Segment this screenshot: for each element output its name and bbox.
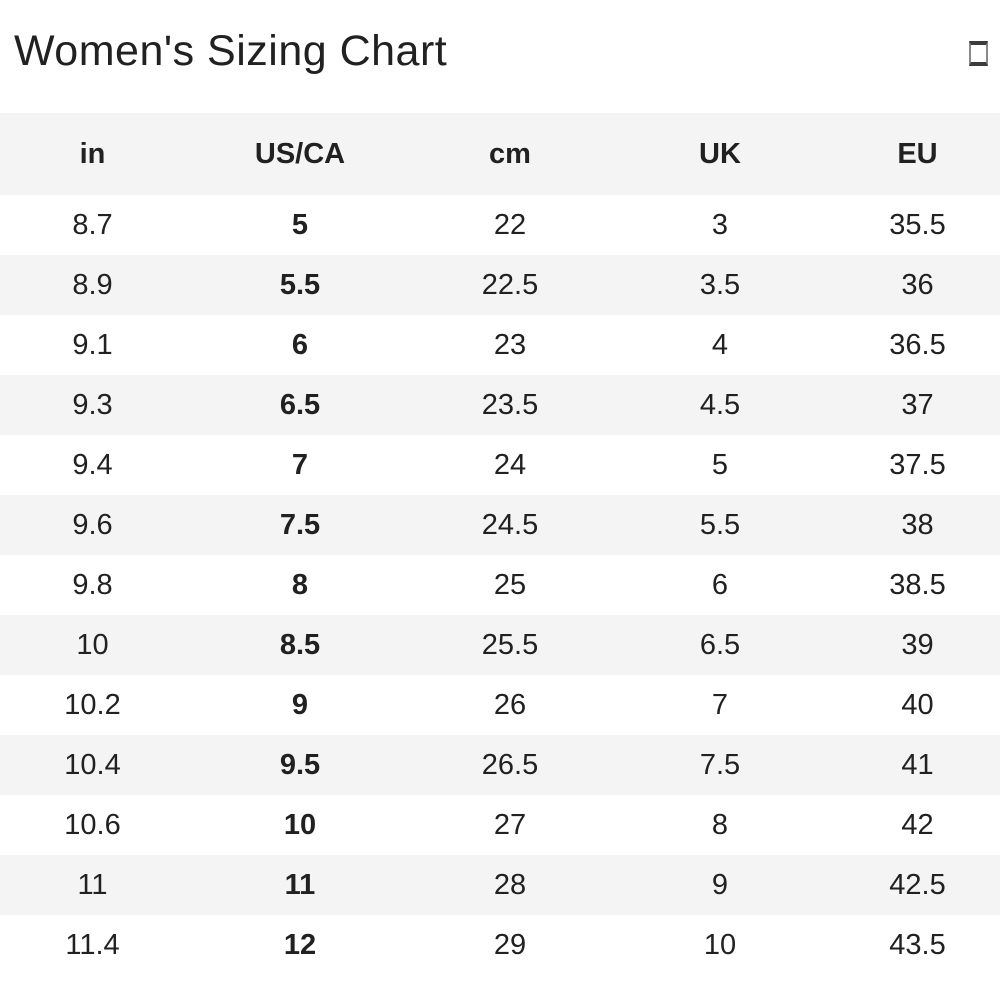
table-cell: 7 <box>291 448 309 481</box>
table-cell: 8.7 <box>72 208 113 241</box>
column-header-usca: US/CA <box>185 113 415 195</box>
title-bar: Women's Sizing Chart <box>0 0 1000 113</box>
table-row: 10.6 10 27 8 42 <box>0 795 1000 855</box>
header-row: in US/CA cm UK EU <box>0 113 1000 195</box>
table-cell: 9.3 <box>72 388 113 421</box>
table-cell: 11.4 <box>65 928 120 961</box>
table-cell: 4.5 <box>699 388 741 421</box>
table-cell: 22.5 <box>481 268 539 301</box>
table-cell: 10 <box>283 808 317 841</box>
table-cell: 9.8 <box>72 568 113 601</box>
table-cell: 10.4 <box>64 748 121 781</box>
table-row: 10.4 9.5 26.5 7.5 41 <box>0 735 1000 795</box>
table-cell: 12 <box>283 928 317 961</box>
table-cell: 25 <box>493 568 527 601</box>
table-cell: 42 <box>901 808 934 841</box>
table-cell: 7.5 <box>279 508 321 541</box>
table-cell: 27 <box>493 808 527 841</box>
table-row: 8.7 5 22 3 35.5 <box>0 195 1000 255</box>
table-cell: 5.5 <box>699 508 741 541</box>
table-row: 10.2 9 26 7 40 <box>0 675 1000 735</box>
table-cell: 36 <box>901 268 934 301</box>
table-row: 9.4 7 24 5 37.5 <box>0 435 1000 495</box>
table-cell: 40 <box>901 688 934 721</box>
table-cell: 9 <box>711 868 729 901</box>
table-cell: 39 <box>901 628 934 661</box>
table-cell: 36.5 <box>889 328 946 361</box>
table-cell: 38.5 <box>889 568 946 601</box>
table-cell: 5.5 <box>279 268 321 301</box>
column-header-eu: EU <box>835 113 1000 195</box>
table-cell: 23 <box>493 328 527 361</box>
table-cell: 28 <box>493 868 527 901</box>
column-header-uk: UK <box>605 113 835 195</box>
table-cell: 11 <box>284 868 316 901</box>
table-cell: 8.5 <box>279 628 321 661</box>
table-cell: 6.5 <box>699 628 741 661</box>
table-cell: 11 <box>77 868 108 901</box>
table-cell: 26.5 <box>481 748 539 781</box>
table-cell: 9.4 <box>72 448 113 481</box>
table-cell: 3.5 <box>699 268 741 301</box>
table-cell: 6 <box>291 328 309 361</box>
table-cell: 23.5 <box>481 388 539 421</box>
table-cell: 4 <box>711 328 729 361</box>
table-cell: 37 <box>901 388 934 421</box>
table-row: 9.8 8 25 6 38.5 <box>0 555 1000 615</box>
table-cell: 8 <box>711 808 729 841</box>
table-cell: 22 <box>493 208 527 241</box>
table-cell: 9.6 <box>72 508 113 541</box>
column-header-cm: cm <box>415 113 605 195</box>
table-cell: 10.2 <box>64 688 121 721</box>
table-row: 9.6 7.5 24.5 5.5 38 <box>0 495 1000 555</box>
table-cell: 6 <box>711 568 729 601</box>
table-cell: 25.5 <box>481 628 539 661</box>
table-row: 9.3 6.5 23.5 4.5 37 <box>0 375 1000 435</box>
table-cell: 38 <box>901 508 934 541</box>
table-cell: 24.5 <box>481 508 539 541</box>
column-header-in: in <box>0 113 185 195</box>
table-cell: 35.5 <box>889 208 946 241</box>
missing-glyph-box-icon[interactable] <box>969 41 988 66</box>
table-cell: 10 <box>76 628 109 661</box>
table-row: 9.1 6 23 4 36.5 <box>0 315 1000 375</box>
table-cell: 7 <box>711 688 729 721</box>
table-cell: 10.6 <box>64 808 121 841</box>
table-row: 8.9 5.5 22.5 3.5 36 <box>0 255 1000 315</box>
table-cell: 3 <box>711 208 729 241</box>
table-cell: 6.5 <box>279 388 321 421</box>
table-row: 10 8.5 25.5 6.5 39 <box>0 615 1000 675</box>
table-cell: 8.9 <box>72 268 113 301</box>
table-cell: 37.5 <box>889 448 946 481</box>
table-cell: 43.5 <box>889 928 946 961</box>
table-cell: 9 <box>291 688 309 721</box>
table-cell: 10 <box>703 928 737 961</box>
table-cell: 26 <box>493 688 527 721</box>
table-cell: 42.5 <box>889 868 946 901</box>
table-row: 11 11 28 9 42.5 <box>0 855 1000 915</box>
table-cell: 41 <box>901 748 934 781</box>
table-row: 11.4 12 29 10 43.5 <box>0 915 1000 975</box>
table-cell: 7.5 <box>699 748 741 781</box>
page-title: Women's Sizing Chart <box>14 27 448 75</box>
table-cell: 24 <box>493 448 527 481</box>
table-cell: 9.1 <box>72 328 113 361</box>
table-cell: 8 <box>291 568 309 601</box>
sizing-table: in US/CA cm UK EU 8.7 5 22 3 35.5 8.9 5.5 22.5 3… <box>0 113 1000 975</box>
table-body: 8.7 5 22 3 35.5 8.9 5.5 22.5 3.5 36 9.1 6 23 4 36.5 9.3… <box>0 195 1000 975</box>
table-cell: 5 <box>711 448 729 481</box>
table-cell: 5 <box>291 208 309 241</box>
table-cell: 29 <box>493 928 527 961</box>
table-cell: 9.5 <box>279 748 321 781</box>
table-header: in US/CA cm UK EU <box>0 113 1000 195</box>
